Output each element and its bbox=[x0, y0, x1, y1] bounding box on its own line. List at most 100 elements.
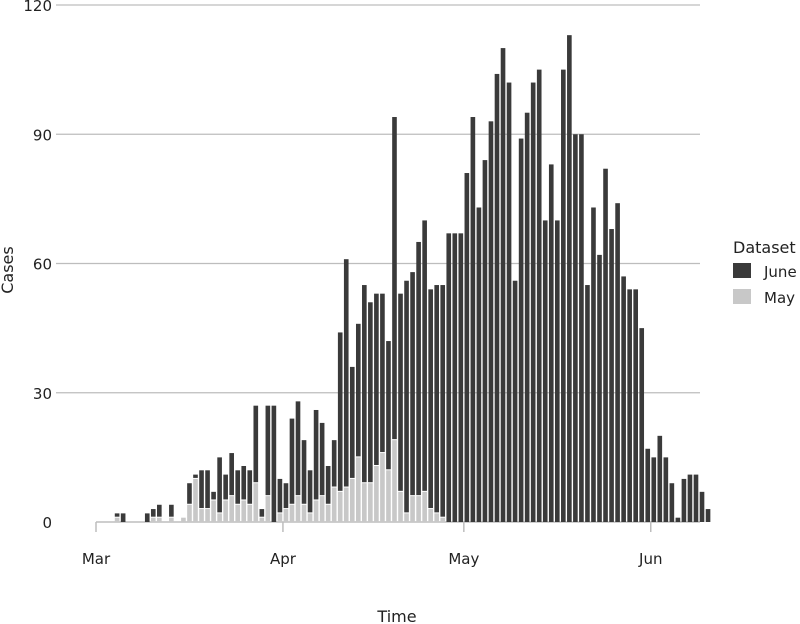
bar-may bbox=[301, 504, 307, 522]
bar-may bbox=[416, 496, 421, 522]
bar-june bbox=[343, 259, 349, 487]
bar-may bbox=[355, 457, 361, 522]
bar-may bbox=[368, 483, 373, 522]
bar-may bbox=[211, 500, 216, 522]
y-tick-label: 30 bbox=[33, 385, 52, 403]
bar-june bbox=[331, 440, 337, 487]
bar-june bbox=[205, 470, 210, 509]
bar-june bbox=[229, 453, 234, 496]
bar-may bbox=[428, 509, 433, 522]
bar-june bbox=[585, 285, 590, 522]
bar-june bbox=[199, 470, 204, 509]
bar-may bbox=[229, 496, 234, 522]
bar-june bbox=[699, 491, 705, 522]
bar-june bbox=[349, 366, 355, 478]
bar-june bbox=[675, 517, 681, 522]
bar-may bbox=[325, 504, 331, 522]
legend-swatch-may bbox=[733, 289, 751, 304]
bar-may bbox=[434, 513, 440, 522]
x-tick-label: May bbox=[448, 550, 479, 568]
bar-june bbox=[669, 483, 675, 522]
bar-june bbox=[259, 509, 265, 517]
bar-june bbox=[355, 323, 361, 457]
bar-may bbox=[205, 509, 210, 522]
bar-june bbox=[247, 470, 253, 504]
bar-may bbox=[181, 517, 186, 522]
bar-may bbox=[386, 470, 391, 522]
bar-june bbox=[464, 173, 470, 522]
bar-june bbox=[313, 409, 319, 500]
bar-may bbox=[440, 517, 446, 522]
bar-june bbox=[458, 233, 464, 522]
bar-june bbox=[253, 405, 259, 483]
bar-june bbox=[398, 293, 403, 491]
bar-june bbox=[144, 513, 150, 522]
bar-june bbox=[434, 285, 440, 513]
bar-june bbox=[482, 160, 488, 522]
bar-june bbox=[114, 513, 120, 517]
legend-label-may: May bbox=[764, 289, 795, 307]
bar-june bbox=[524, 112, 530, 522]
bar-june bbox=[410, 272, 415, 496]
bar-june bbox=[470, 117, 476, 523]
bar-may bbox=[398, 491, 403, 522]
y-tick-label: 60 bbox=[33, 256, 52, 274]
bar-june bbox=[440, 285, 446, 517]
x-tick-label: Apr bbox=[270, 550, 297, 568]
bar-may bbox=[331, 487, 337, 522]
bar-may bbox=[259, 517, 265, 522]
bar-june bbox=[548, 164, 554, 523]
bar-may bbox=[319, 496, 325, 522]
bar-may bbox=[422, 491, 427, 522]
bar-june bbox=[615, 203, 620, 522]
bar-may bbox=[283, 509, 289, 522]
bar-june bbox=[157, 504, 162, 517]
bar-june bbox=[554, 220, 560, 522]
bar-june bbox=[579, 134, 584, 522]
bar-june bbox=[386, 341, 391, 470]
bar-june bbox=[542, 220, 548, 522]
bar-june bbox=[277, 478, 283, 513]
bar-june bbox=[476, 207, 482, 522]
bar-june bbox=[193, 474, 198, 478]
bar-june bbox=[392, 117, 397, 440]
bar-june bbox=[609, 229, 614, 523]
bar-may bbox=[295, 496, 301, 522]
bar-may bbox=[277, 513, 283, 522]
bar-june bbox=[512, 280, 518, 522]
bar-june bbox=[530, 82, 536, 523]
bar-june bbox=[567, 35, 572, 523]
bar-june bbox=[404, 280, 409, 513]
bar-may bbox=[199, 509, 204, 522]
bar-june bbox=[452, 233, 458, 522]
bar-june bbox=[307, 470, 313, 513]
y-tick-label: 0 bbox=[42, 514, 52, 532]
bar-may bbox=[265, 496, 271, 522]
bar-june bbox=[301, 440, 307, 504]
bar-june bbox=[325, 465, 331, 504]
bar-may bbox=[380, 453, 385, 522]
bar-june bbox=[223, 474, 228, 500]
bar-june bbox=[651, 457, 657, 522]
bar-june bbox=[319, 422, 325, 496]
bar-june bbox=[597, 254, 602, 522]
bar-june bbox=[169, 504, 174, 517]
bar-may bbox=[374, 465, 379, 522]
bar-may bbox=[362, 483, 367, 522]
bar-may bbox=[313, 500, 319, 522]
legend: Dataset June May bbox=[733, 238, 797, 307]
bar-june bbox=[217, 457, 222, 513]
bar-may bbox=[343, 487, 349, 522]
bar-june bbox=[693, 474, 699, 522]
bar-may bbox=[241, 500, 247, 522]
bar-june bbox=[561, 69, 566, 522]
bar-june bbox=[337, 332, 343, 491]
bar-june bbox=[494, 73, 500, 522]
bar-june bbox=[627, 289, 632, 522]
bar-june bbox=[687, 474, 693, 522]
bar-june bbox=[187, 483, 192, 504]
y-tick-label: 90 bbox=[33, 126, 52, 144]
bar-june bbox=[428, 289, 433, 509]
bar-june bbox=[536, 69, 542, 522]
